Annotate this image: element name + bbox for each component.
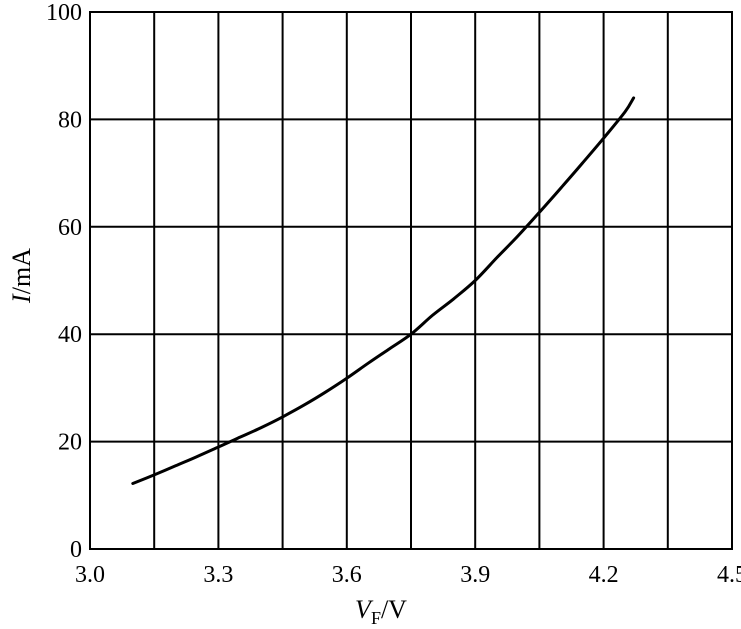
x-axis-label-sub: F: [371, 608, 381, 628]
x-axis-ticks: 3.0 3.3 3.6 3.9 4.2 4.5: [75, 562, 741, 588]
x-tick-label: 4.5: [717, 562, 741, 588]
y-tick-label: 20: [58, 430, 82, 456]
y-tick-label: 80: [58, 107, 82, 133]
x-tick-label: 4.2: [589, 562, 619, 588]
x-tick-label: 3.3: [203, 562, 233, 588]
y-tick-label: 40: [58, 322, 82, 348]
y-axis-label-var: I: [7, 293, 36, 304]
y-tick-label: 100: [46, 0, 82, 26]
y-tick-label: 60: [58, 215, 82, 241]
y-tick-label: 0: [70, 537, 82, 563]
y-axis-ticks: 0 20 40 60 80 100: [46, 0, 82, 563]
x-tick-label: 3.0: [75, 562, 105, 588]
x-axis-label-unit: /V: [381, 595, 407, 624]
x-axis-label-var: V: [355, 595, 374, 624]
x-axis-label: VF/V: [355, 595, 407, 628]
y-axis-label-unit: /mA: [7, 248, 36, 294]
plot-frame: [89, 11, 733, 550]
x-tick-label: 3.9: [460, 562, 490, 588]
grid: [89, 11, 733, 550]
y-axis-label: I/mA: [7, 248, 36, 304]
x-tick-label: 3.6: [332, 562, 362, 588]
series-curve: [131, 96, 636, 485]
